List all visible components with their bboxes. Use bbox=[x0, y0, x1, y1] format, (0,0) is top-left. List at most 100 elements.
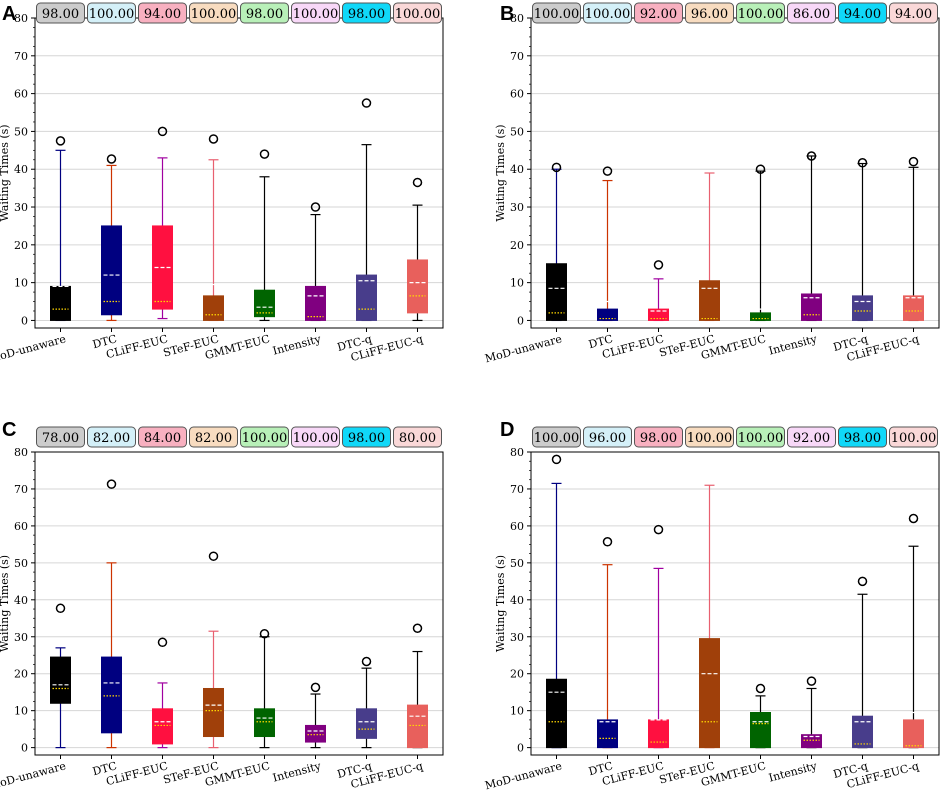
outlier-point bbox=[55, 603, 66, 614]
y-tick-label: 30 bbox=[510, 631, 524, 644]
outlier-point bbox=[106, 154, 117, 164]
success-rate-badge bbox=[138, 2, 187, 24]
success-rate-value: 86.00 bbox=[793, 7, 830, 22]
box bbox=[305, 285, 326, 321]
x-tick-label: MoD-unaware bbox=[483, 759, 563, 792]
success-rate-badge bbox=[685, 426, 734, 448]
box bbox=[546, 263, 567, 321]
outlier-point bbox=[412, 177, 423, 188]
y-tick-label: 40 bbox=[14, 594, 28, 607]
x-tick-label: Intensity bbox=[767, 759, 819, 785]
y-tick-label: 0 bbox=[517, 742, 524, 755]
box bbox=[407, 704, 428, 749]
y-tick-label: 70 bbox=[510, 483, 524, 496]
success-rate-value: 98.00 bbox=[844, 431, 881, 446]
box bbox=[750, 712, 771, 749]
y-axis-label: Waiting Times (s) bbox=[0, 124, 11, 221]
panel-label: D bbox=[500, 419, 514, 441]
y-tick-label: 40 bbox=[510, 594, 524, 607]
y-axis-label: Waiting Times (s) bbox=[494, 555, 507, 652]
x-tick-label: Intensity bbox=[271, 759, 323, 785]
box bbox=[801, 734, 822, 749]
outlier-point bbox=[602, 166, 613, 176]
box bbox=[597, 308, 618, 321]
success-rate-badge bbox=[240, 2, 289, 24]
y-tick-label: 0 bbox=[21, 742, 28, 755]
box bbox=[152, 708, 173, 745]
y-tick-label: 50 bbox=[14, 557, 28, 570]
panel-label: A bbox=[2, 3, 16, 25]
outlier-point bbox=[208, 551, 219, 561]
outlier-point bbox=[806, 676, 817, 686]
success-rate-badge bbox=[342, 2, 391, 24]
success-rate-value: 98.00 bbox=[246, 7, 283, 22]
y-tick-label: 10 bbox=[510, 705, 524, 718]
x-tick-label: DTC bbox=[587, 332, 614, 351]
success-rate-badge bbox=[889, 426, 938, 448]
outlier-point bbox=[157, 637, 168, 648]
outlier-point bbox=[310, 202, 321, 212]
success-rate-badge bbox=[291, 426, 340, 448]
success-rate-badge bbox=[787, 426, 836, 448]
success-rate-value: 100.00 bbox=[738, 431, 784, 446]
y-tick-label: 20 bbox=[510, 668, 524, 681]
x-tick-label: MoD-unaware bbox=[0, 759, 67, 792]
y-tick-label: 80 bbox=[510, 12, 524, 25]
box bbox=[801, 293, 822, 321]
x-tick-label: DTC bbox=[91, 759, 118, 778]
success-rate-badge bbox=[36, 426, 85, 448]
y-tick-label: 20 bbox=[510, 239, 524, 252]
box bbox=[546, 678, 567, 749]
outlier-point bbox=[412, 623, 423, 634]
outlier-point bbox=[653, 260, 664, 270]
y-tick-label: 10 bbox=[14, 277, 28, 290]
box bbox=[254, 289, 275, 318]
panel-label: B bbox=[500, 3, 514, 25]
x-tick-label: MoD-unaware bbox=[0, 332, 67, 365]
outlier-point bbox=[857, 158, 868, 168]
x-tick-label: DTC bbox=[91, 332, 118, 351]
outlier-point bbox=[755, 164, 766, 174]
outlier-point bbox=[857, 576, 868, 587]
success-rate-badge bbox=[189, 2, 238, 24]
success-rate-value: 78.00 bbox=[42, 431, 79, 446]
success-rate-value: 98.00 bbox=[640, 431, 677, 446]
success-rate-badge bbox=[189, 426, 238, 448]
y-tick-label: 60 bbox=[510, 88, 524, 101]
box bbox=[101, 225, 122, 316]
y-tick-label: 80 bbox=[510, 446, 524, 459]
box bbox=[648, 719, 669, 749]
y-tick-label: 10 bbox=[510, 277, 524, 290]
y-tick-label: 20 bbox=[14, 668, 28, 681]
y-tick-label: 50 bbox=[510, 557, 524, 570]
y-tick-label: 40 bbox=[510, 163, 524, 176]
outlier-point bbox=[653, 524, 664, 535]
success-rate-value: 100.00 bbox=[242, 431, 288, 446]
plot-frame bbox=[530, 451, 940, 756]
outlier-point bbox=[551, 162, 562, 173]
success-rate-badge bbox=[583, 426, 632, 448]
outlier-point bbox=[55, 136, 66, 146]
y-tick-label: 80 bbox=[14, 446, 28, 459]
success-rate-value: 82.00 bbox=[195, 431, 232, 446]
success-rate-value: 100.00 bbox=[293, 431, 339, 446]
panel-label: C bbox=[2, 419, 16, 441]
outlier-point bbox=[208, 134, 219, 144]
y-tick-label: 70 bbox=[510, 50, 524, 63]
panel-a: A 0 10 20 30 40 50 60 70 80 Waiting Times (s) MoD-u… bbox=[0, 2, 444, 365]
box bbox=[750, 312, 771, 321]
success-rate-badge bbox=[685, 2, 734, 24]
plot-frame bbox=[530, 17, 940, 329]
box bbox=[50, 656, 71, 704]
y-tick-label: 60 bbox=[14, 520, 28, 533]
success-rate-badge bbox=[393, 426, 442, 448]
y-tick-label: 80 bbox=[14, 12, 28, 25]
outlier-point bbox=[908, 513, 919, 524]
outlier-point bbox=[106, 479, 117, 489]
y-axis-label: Waiting Times (s) bbox=[494, 124, 507, 221]
box bbox=[597, 719, 618, 749]
success-rate-badge bbox=[291, 2, 340, 24]
success-rate-badge bbox=[342, 426, 391, 448]
outlier-point bbox=[259, 149, 270, 159]
